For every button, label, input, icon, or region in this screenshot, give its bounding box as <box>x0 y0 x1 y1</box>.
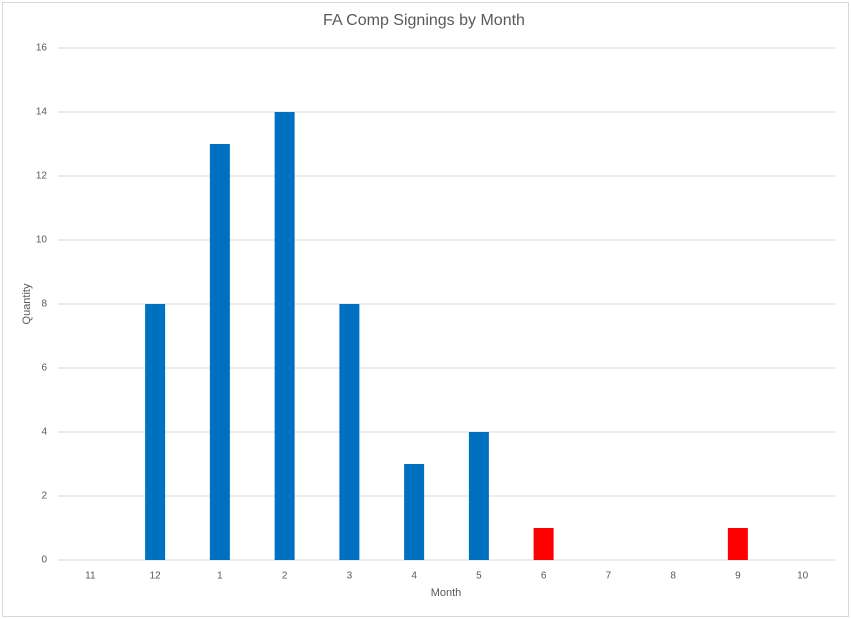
x-tick-label: 12 <box>150 571 162 582</box>
bar <box>468 432 489 560</box>
x-tick-label: 9 <box>735 571 741 582</box>
y-axis-label: Quantity <box>21 283 33 324</box>
x-tick-label: 8 <box>670 571 676 582</box>
y-tick-label: 8 <box>41 299 47 310</box>
x-tick-label: 1 <box>217 571 223 582</box>
y-tick-label: 14 <box>36 107 48 118</box>
y-tick-label: 0 <box>41 555 47 566</box>
x-tick-label: 11 <box>85 571 96 582</box>
bar <box>209 144 230 560</box>
y-tick-label: 6 <box>41 363 47 374</box>
x-tick-label: 10 <box>797 571 809 582</box>
bar <box>404 464 425 560</box>
x-tick-label: 5 <box>476 571 482 582</box>
x-axis-label: Month <box>431 587 462 599</box>
bar <box>533 528 554 560</box>
x-tick-label: 6 <box>541 571 547 582</box>
y-tick-label: 16 <box>36 43 48 54</box>
x-tick-label: 7 <box>606 571 612 582</box>
y-tick-label: 10 <box>36 235 48 246</box>
bar <box>727 528 748 560</box>
bar <box>274 112 295 560</box>
x-tick-label: 4 <box>411 571 417 582</box>
bar <box>145 304 166 560</box>
y-tick-label: 4 <box>41 427 47 438</box>
y-tick-label: 2 <box>41 491 47 502</box>
chart-title: FA Comp Signings by Month <box>323 12 525 29</box>
x-tick-label: 2 <box>282 571 288 582</box>
bar <box>339 304 360 560</box>
y-tick-label: 12 <box>36 171 48 182</box>
x-tick-label: 3 <box>347 571 353 582</box>
